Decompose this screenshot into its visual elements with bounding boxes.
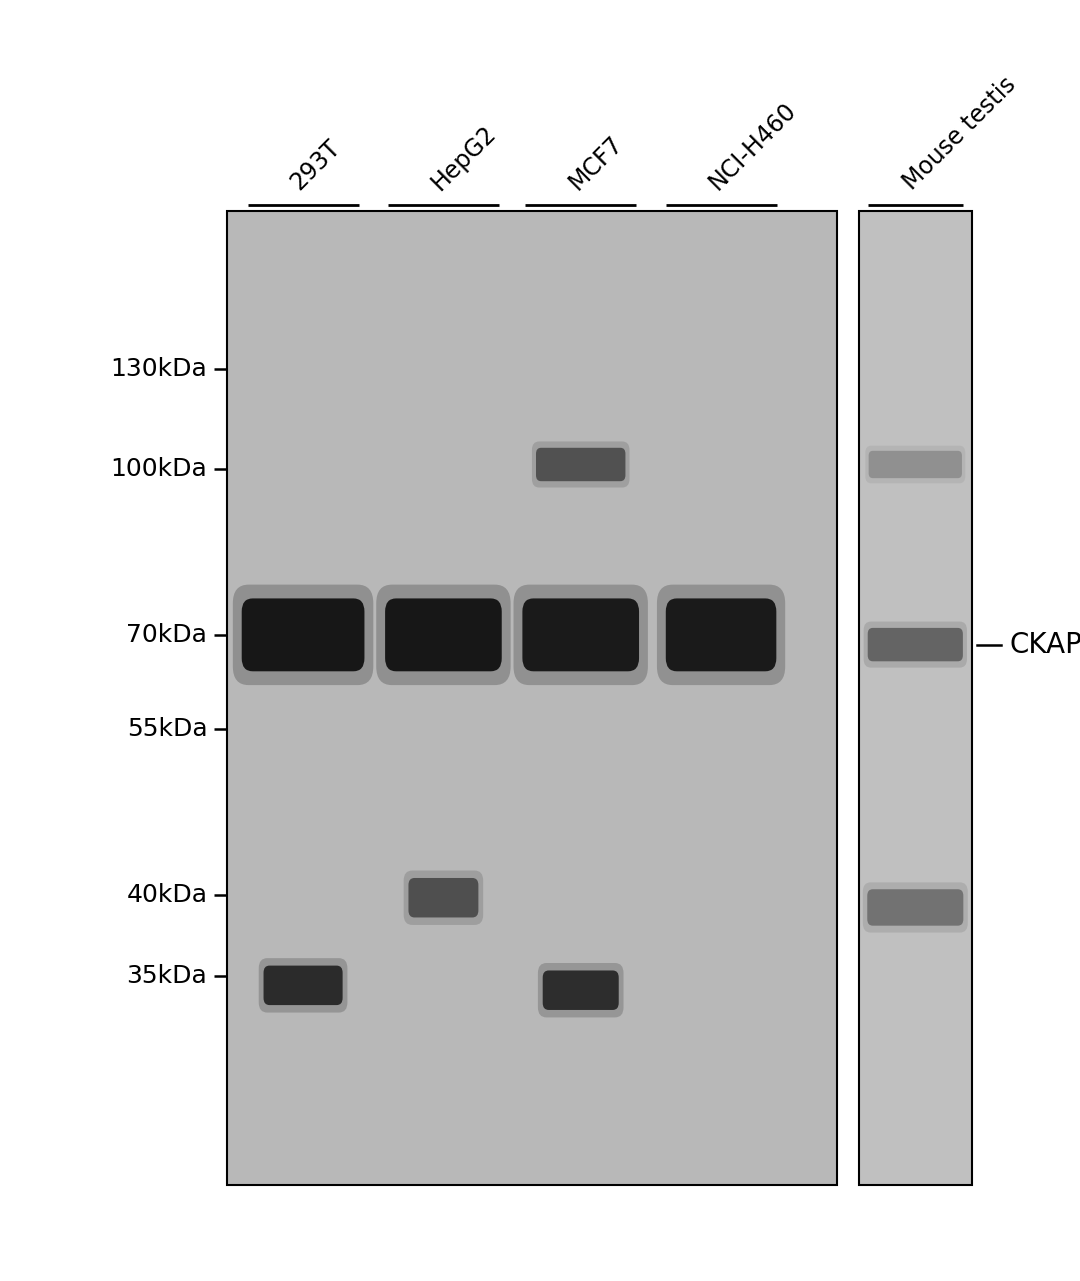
Bar: [227, 796, 837, 828]
Bar: [227, 861, 837, 893]
Text: 40kDa: 40kDa: [126, 883, 207, 907]
FancyBboxPatch shape: [259, 958, 348, 1012]
Text: NCI-H460: NCI-H460: [704, 99, 800, 195]
FancyBboxPatch shape: [867, 628, 963, 661]
Bar: [227, 211, 837, 1185]
FancyBboxPatch shape: [864, 621, 967, 667]
Bar: [227, 698, 837, 730]
Bar: [227, 633, 837, 666]
FancyBboxPatch shape: [538, 963, 623, 1017]
FancyBboxPatch shape: [665, 598, 777, 671]
FancyBboxPatch shape: [863, 883, 968, 933]
FancyBboxPatch shape: [657, 584, 785, 685]
Bar: [227, 958, 837, 990]
Bar: [227, 438, 837, 471]
Bar: [227, 374, 837, 406]
Bar: [227, 1120, 837, 1153]
Bar: [227, 277, 837, 309]
Bar: [227, 211, 837, 243]
FancyBboxPatch shape: [867, 889, 963, 926]
Bar: [227, 990, 837, 1022]
FancyBboxPatch shape: [386, 598, 502, 671]
Text: HepG2: HepG2: [427, 120, 500, 195]
Bar: [227, 1022, 837, 1056]
Text: MCF7: MCF7: [564, 132, 627, 195]
FancyBboxPatch shape: [242, 598, 364, 671]
FancyBboxPatch shape: [536, 448, 625, 482]
Bar: [227, 535, 837, 569]
FancyBboxPatch shape: [865, 446, 966, 483]
FancyBboxPatch shape: [868, 451, 962, 478]
FancyBboxPatch shape: [404, 871, 483, 925]
Bar: [227, 730, 837, 763]
Text: Mouse testis: Mouse testis: [899, 73, 1021, 195]
FancyBboxPatch shape: [523, 598, 639, 671]
Text: CKAP4: CKAP4: [1010, 630, 1080, 658]
FancyBboxPatch shape: [513, 584, 648, 685]
Bar: [227, 925, 837, 958]
Text: 130kDa: 130kDa: [110, 357, 207, 380]
Bar: [859, 211, 972, 1185]
FancyBboxPatch shape: [376, 584, 511, 685]
Bar: [227, 828, 837, 861]
Bar: [227, 309, 837, 341]
Bar: [227, 243, 837, 277]
FancyBboxPatch shape: [264, 966, 342, 1006]
Bar: [227, 763, 837, 796]
Text: 100kDa: 100kDa: [110, 457, 207, 482]
Bar: [227, 601, 837, 633]
Bar: [227, 569, 837, 601]
Text: 35kDa: 35kDa: [126, 963, 207, 988]
Bar: [227, 893, 837, 925]
FancyBboxPatch shape: [543, 971, 619, 1009]
Bar: [227, 471, 837, 503]
Text: 293T: 293T: [286, 136, 346, 195]
Bar: [227, 1153, 837, 1185]
FancyBboxPatch shape: [408, 877, 478, 917]
FancyBboxPatch shape: [233, 584, 374, 685]
Bar: [227, 406, 837, 438]
Text: 55kDa: 55kDa: [126, 717, 207, 742]
Bar: [227, 1088, 837, 1120]
Text: 70kDa: 70kDa: [126, 623, 207, 647]
Bar: [227, 503, 837, 535]
Bar: [227, 666, 837, 698]
Bar: [227, 341, 837, 374]
Bar: [227, 1056, 837, 1088]
FancyBboxPatch shape: [532, 442, 630, 488]
